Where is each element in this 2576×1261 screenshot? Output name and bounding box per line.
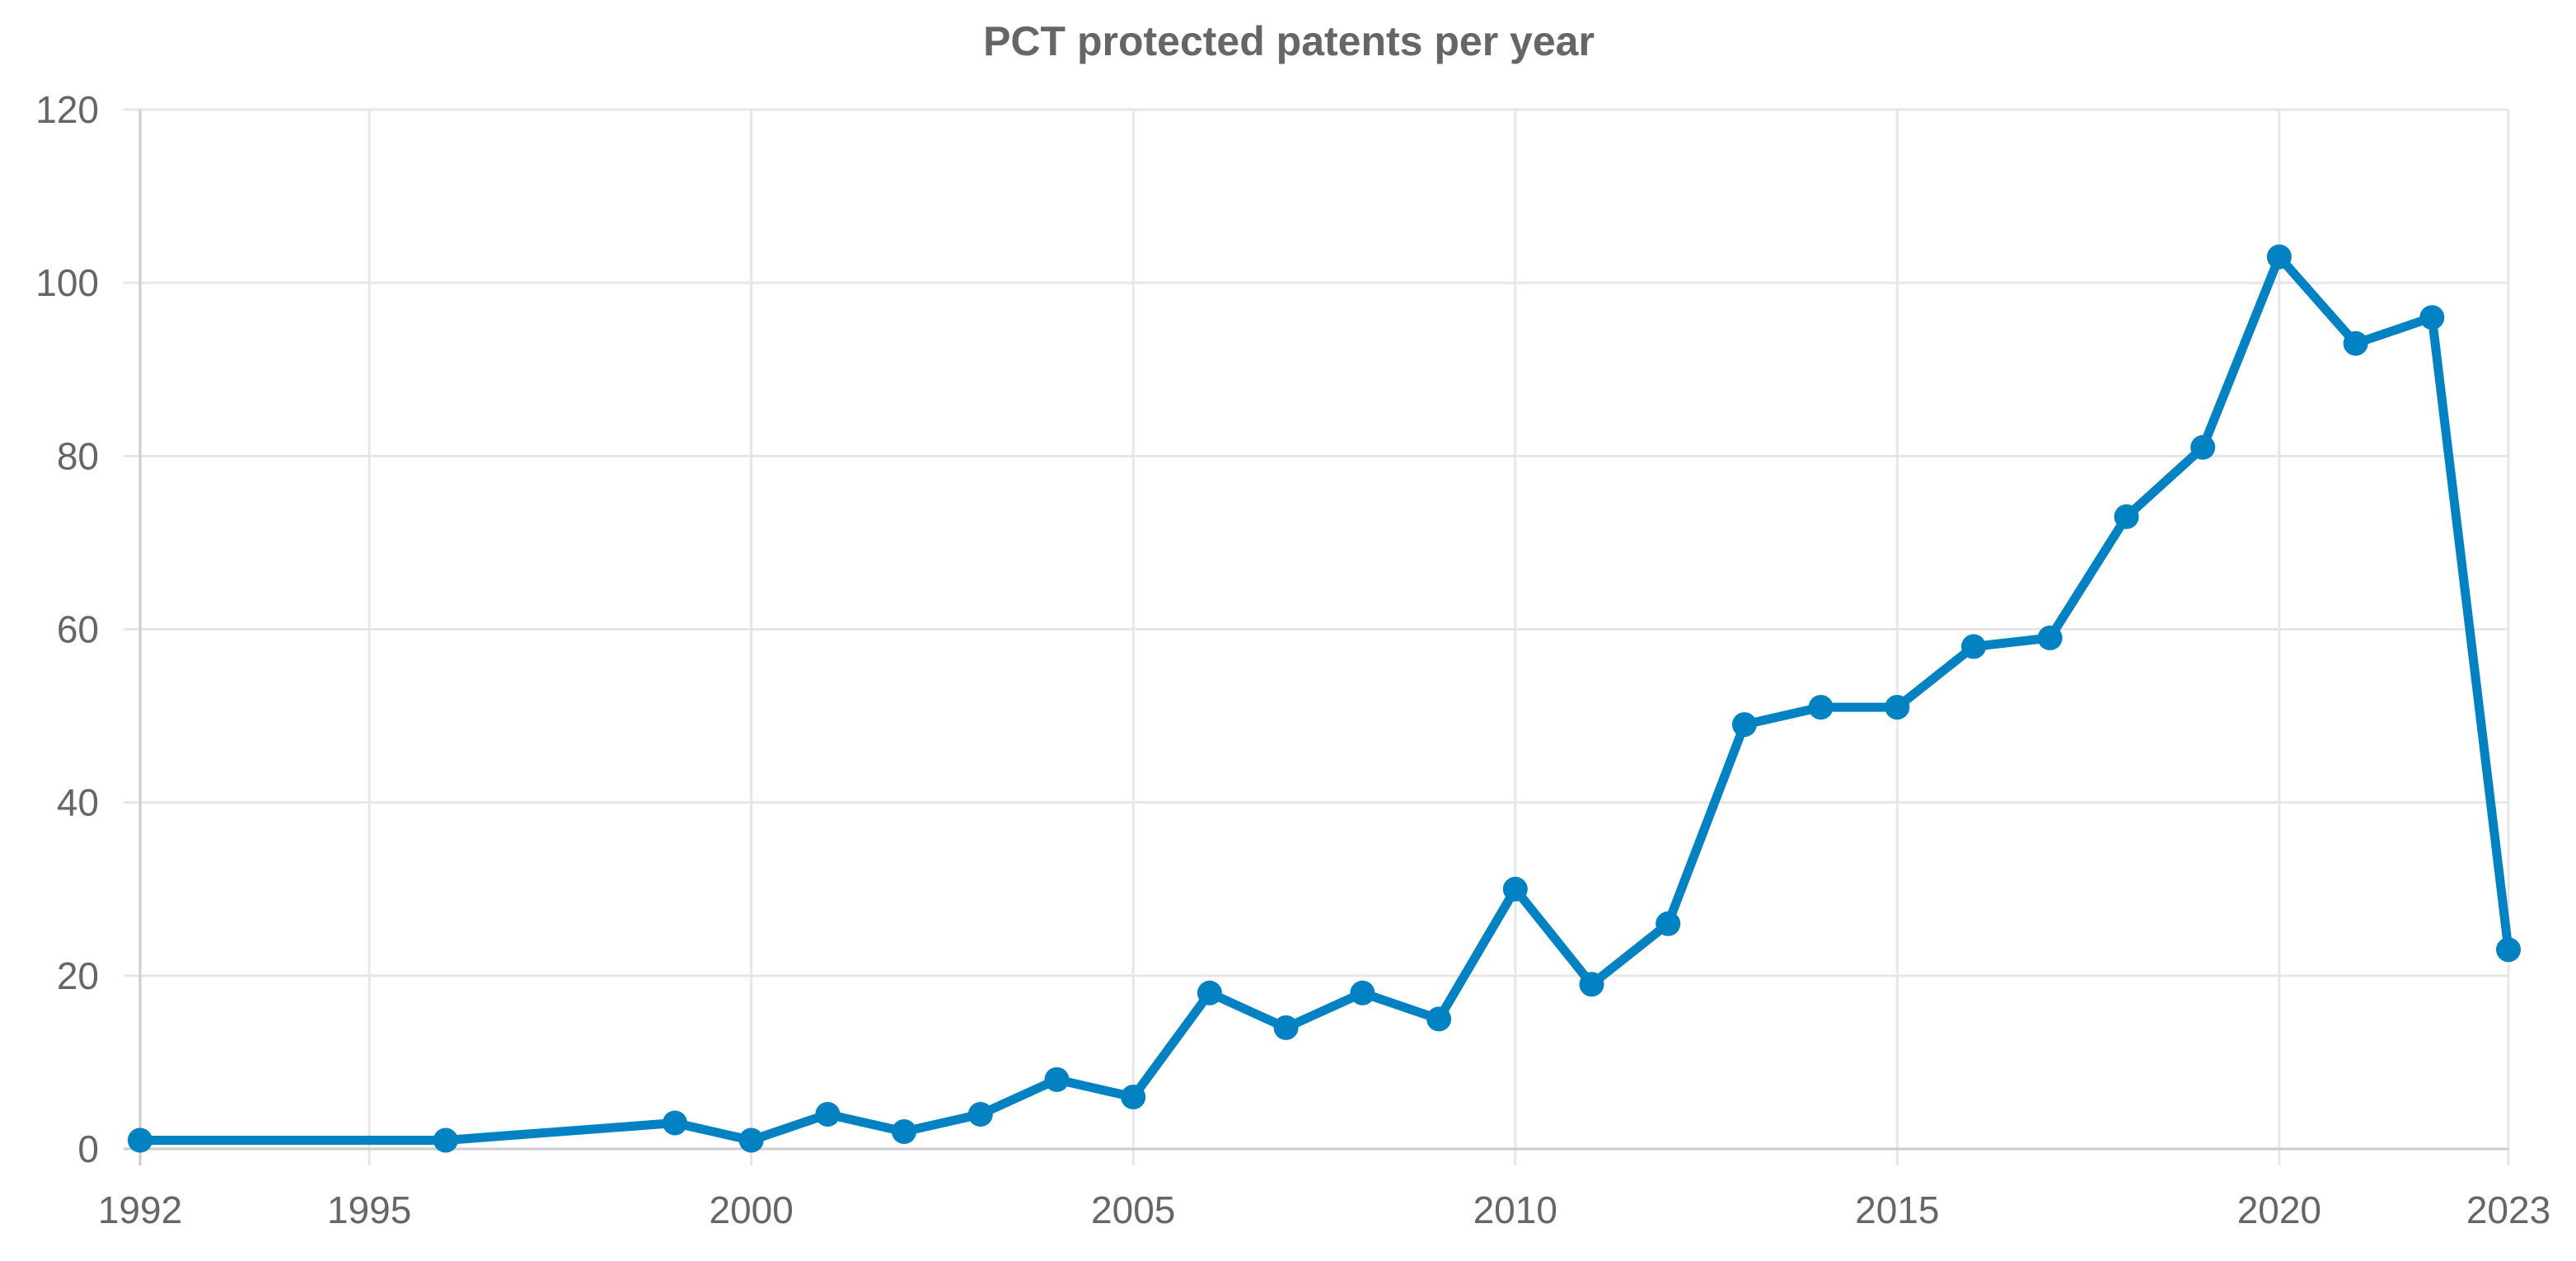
y-tick-label: 60 (57, 608, 99, 651)
data-point[interactable] (2419, 305, 2445, 330)
data-point[interactable] (1350, 980, 1375, 1006)
y-tick-label: 120 (35, 88, 99, 131)
data-point[interactable] (663, 1110, 687, 1136)
data-point[interactable] (1656, 911, 1681, 936)
x-tick-label: 1992 (98, 1188, 182, 1231)
data-point[interactable] (815, 1102, 841, 1127)
y-tick-label: 80 (57, 434, 99, 477)
data-point[interactable] (433, 1127, 458, 1153)
data-point[interactable] (2266, 244, 2292, 270)
data-point[interactable] (2496, 937, 2521, 963)
x-tick-label: 1995 (327, 1188, 411, 1231)
x-tick-label: 2010 (1473, 1188, 1557, 1231)
x-tick-label: 2015 (1855, 1188, 1939, 1231)
data-point[interactable] (1121, 1085, 1146, 1109)
data-point[interactable] (1961, 634, 1986, 659)
data-point[interactable] (967, 1102, 993, 1127)
y-tick-label: 100 (35, 261, 99, 304)
chart-title: PCT protected patents per year (983, 18, 1595, 64)
x-axis-tick-labels: 1992 1995 2000 2005 2010 2015 2020 2023 (98, 1188, 2550, 1231)
data-point[interactable] (2114, 504, 2139, 529)
data-point[interactable] (2037, 626, 2063, 650)
data-point[interactable] (1273, 1015, 1299, 1040)
series-group (128, 244, 2521, 1153)
y-tick-label: 20 (57, 954, 99, 997)
data-point[interactable] (1808, 695, 1834, 720)
data-point[interactable] (2343, 330, 2368, 356)
data-point[interactable] (128, 1127, 152, 1153)
axes (124, 110, 2508, 1165)
data-point[interactable] (1197, 980, 1222, 1006)
data-point[interactable] (1502, 876, 1528, 902)
data-point[interactable] (1885, 695, 1910, 720)
data-point[interactable] (738, 1127, 764, 1153)
x-tick-label: 2005 (1091, 1188, 1175, 1231)
data-point[interactable] (2190, 434, 2216, 460)
data-point[interactable] (1731, 712, 1757, 738)
x-tick-label: 2020 (2237, 1188, 2321, 1231)
grid (124, 108, 2510, 1165)
y-tick-label: 40 (57, 781, 99, 824)
data-point[interactable] (1044, 1066, 1070, 1092)
x-tick-label: 2000 (710, 1188, 794, 1231)
data-point[interactable] (1579, 972, 1604, 997)
y-axis-tick-labels: 0 20 40 60 80 100 120 (35, 88, 99, 1170)
data-point[interactable] (892, 1119, 917, 1144)
data-point[interactable] (1426, 1006, 1452, 1032)
series-layer (128, 244, 2521, 1153)
x-tick-label: 2023 (2466, 1188, 2550, 1231)
y-tick-label: 0 (77, 1127, 99, 1170)
series-line (135, 252, 2513, 1145)
